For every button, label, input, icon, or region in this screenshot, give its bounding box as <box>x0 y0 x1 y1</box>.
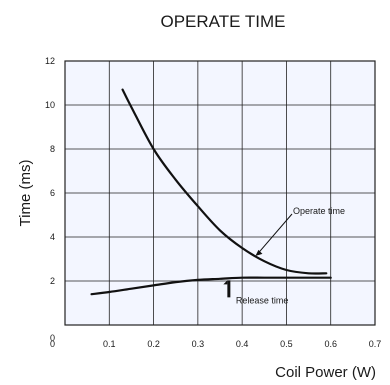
grid-lines <box>65 61 375 325</box>
x-tick-label: 0.3 <box>192 339 205 349</box>
x-tick-label: 0.1 <box>103 339 116 349</box>
x-tick-label: 0.6 <box>324 339 337 349</box>
x-tick-label: 0.4 <box>236 339 249 349</box>
operate-time-pointer <box>258 213 293 254</box>
y-tick-label: 4 <box>50 232 55 242</box>
chart-title: OPERATE TIME <box>160 12 285 31</box>
y-tick-label: 12 <box>45 56 55 66</box>
release-time-label: Release time <box>236 295 289 305</box>
x-tick-label: 0.2 <box>147 339 160 349</box>
series-curves <box>90 88 332 296</box>
x-tick-label: 0.5 <box>280 339 293 349</box>
y-tick-labels: 0 2 4 6 8 10 12 <box>45 56 55 343</box>
release-time-pointer-tip <box>223 280 228 285</box>
y-tick-label: 0 <box>50 333 55 343</box>
x-tick-label: 0 <box>50 339 55 349</box>
annotations: Operate time Release time <box>223 206 345 305</box>
release-time-pointer <box>227 280 231 298</box>
operate-time-arrowhead <box>255 249 263 256</box>
y-axis-label: Time (ms) <box>17 160 34 227</box>
operate-time-label: Operate time <box>293 206 345 216</box>
y-tick-label: 8 <box>50 144 55 154</box>
series-line-operate-time <box>121 88 328 275</box>
x-axis-label: Coil Power (W) <box>275 364 376 381</box>
x-tick-label: 0.7 <box>369 339 382 349</box>
y-tick-label: 2 <box>50 276 55 286</box>
y-tick-label: 6 <box>50 188 55 198</box>
y-tick-label: 10 <box>45 100 55 110</box>
x-tick-labels: 0 0.1 0.2 0.3 0.4 0.5 0.6 0.7 <box>50 339 381 349</box>
series-line-release-time <box>90 276 332 296</box>
